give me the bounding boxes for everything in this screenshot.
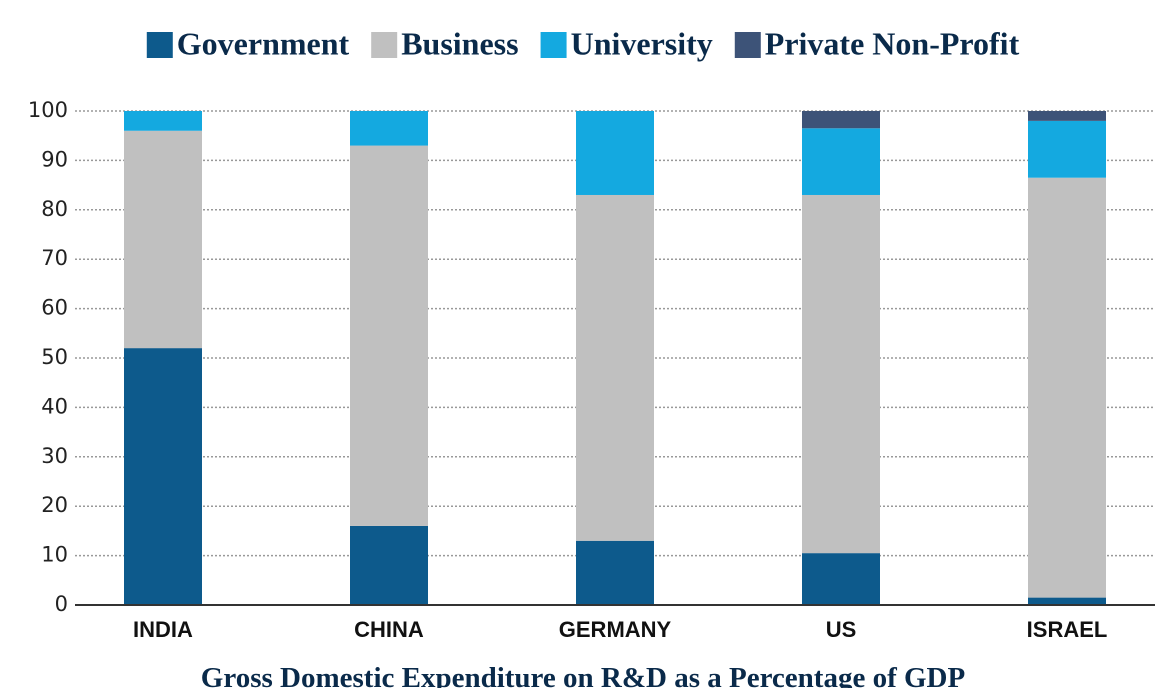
- chart-title: Gross Domestic Expenditure on R&D as a P…: [201, 662, 965, 688]
- y-tick-label: 70: [41, 246, 68, 270]
- x-tick-label: GERMANY: [559, 617, 672, 642]
- legend-swatch: [146, 32, 173, 58]
- y-tick-label: 0: [55, 592, 68, 616]
- bar-segment: [1028, 120, 1106, 178]
- bar-segment: [802, 128, 880, 195]
- bar-segment: [576, 540, 654, 605]
- y-tick-label: 40: [41, 394, 68, 418]
- legend-swatch: [734, 32, 761, 58]
- legend-label: University: [571, 25, 713, 61]
- legend-swatch: [371, 32, 398, 58]
- y-tick-label: 80: [41, 197, 68, 221]
- bar-segment: [576, 194, 654, 541]
- legend-label: Government: [177, 25, 350, 61]
- y-tick-label: 60: [41, 296, 68, 320]
- bar-segment: [802, 111, 880, 129]
- legend-label: Business: [401, 25, 518, 61]
- bar-segment: [1028, 111, 1106, 121]
- y-tick-label: 90: [41, 147, 68, 171]
- y-tick-label: 10: [41, 543, 68, 567]
- legend-label: Private Non-Profit: [765, 25, 1020, 61]
- bar-segment: [802, 553, 880, 605]
- bar-segment: [350, 111, 428, 146]
- bar-segment: [1028, 597, 1106, 605]
- legend-swatch: [540, 32, 567, 58]
- x-tick-label: CHINA: [354, 617, 424, 642]
- y-tick-label: 20: [41, 493, 68, 517]
- bar-segment: [350, 145, 428, 526]
- y-tick-label: 100: [28, 98, 68, 122]
- bar-segment: [576, 111, 654, 195]
- bar-segment: [124, 348, 202, 605]
- bar-segment: [124, 111, 202, 131]
- bar-segment: [350, 525, 428, 605]
- bar-segment: [802, 194, 880, 554]
- y-tick-label: 30: [41, 444, 68, 468]
- x-tick-label: US: [826, 617, 857, 642]
- bar-segment: [1028, 177, 1106, 598]
- bar-segment: [124, 130, 202, 349]
- y-tick-label: 50: [41, 345, 68, 369]
- x-tick-label: INDIA: [133, 617, 193, 642]
- x-tick-label: ISRAEL: [1027, 617, 1108, 642]
